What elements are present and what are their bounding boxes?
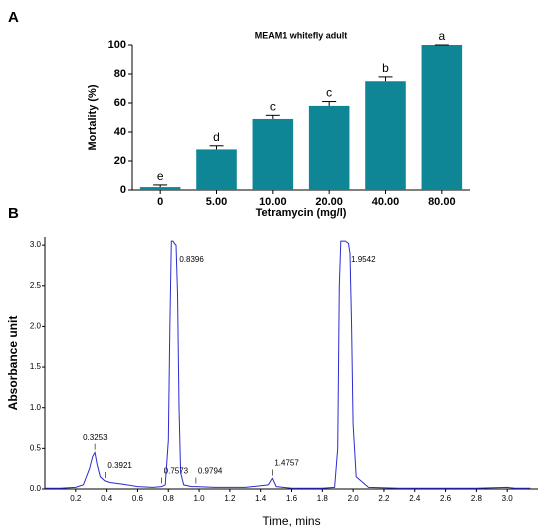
significance-letter: e — [157, 169, 164, 183]
x-tick-label: 2.0 — [348, 494, 360, 503]
peak-label: 0.8396 — [179, 255, 204, 264]
x-tick-label: 40.00 — [372, 196, 400, 208]
bar — [308, 105, 350, 190]
peak-label: 0.7573 — [164, 467, 189, 476]
y-tick-label: 80 — [114, 68, 126, 80]
x-tick-label: 1.6 — [286, 494, 298, 503]
bar — [421, 45, 463, 190]
x-tick-label: 5.00 — [206, 196, 227, 208]
y-tick-label: 0.5 — [30, 443, 42, 452]
x-tick-label: 0.8 — [163, 494, 175, 503]
bar — [196, 149, 237, 190]
bar — [365, 81, 406, 190]
x-tick-label: 3.0 — [502, 494, 514, 503]
bar — [252, 118, 294, 190]
significance-letter: c — [270, 99, 276, 113]
x-axis-label: Time, mins — [262, 514, 320, 528]
y-axis-label: Absorbance unit — [6, 316, 20, 411]
y-axis-label: Mortality (%) — [87, 84, 99, 150]
panel-b: B 0.0 0.5 1.0 1.5 2.0 2.5 3.0 0.2 0.4 0.6 0.8 1.0 1.2… — [6, 205, 538, 528]
x-tick-label: 2.4 — [409, 494, 421, 503]
y-tick-label: 20 — [114, 155, 126, 167]
x-tick-label: 0.2 — [70, 494, 82, 503]
x-tick-label: 80.00 — [428, 196, 456, 208]
y-tick-label: 2.5 — [30, 281, 42, 290]
y-tick-label: 1.0 — [30, 403, 42, 412]
y-tick-label: 100 — [108, 39, 126, 51]
y-tick-label: 0 — [120, 184, 126, 196]
x-tick-label: 10.00 — [259, 196, 287, 208]
chromatogram-line — [45, 240, 531, 489]
x-tick-label: 0.6 — [132, 494, 144, 503]
panel-label: A — [8, 9, 19, 26]
y-tick-label: 0.0 — [30, 484, 42, 493]
bar — [139, 187, 181, 190]
x-axis-label: Tetramycin (mg/l) — [256, 207, 347, 219]
peak-label: 1.4757 — [274, 459, 299, 468]
x-tick-label: 0.4 — [101, 494, 113, 503]
significance-letter: b — [382, 61, 389, 75]
x-tick-label: 1.2 — [224, 494, 236, 503]
x-tick-label: 2.2 — [378, 494, 390, 503]
y-tick-label: 3.0 — [30, 240, 42, 249]
chart-title: MEAM1 whitefly adult — [255, 30, 348, 40]
y-tick-label: 1.5 — [30, 362, 42, 371]
significance-letter: c — [326, 86, 332, 100]
y-tick-label: 2.0 — [30, 322, 42, 331]
peak-label: 1.9542 — [351, 255, 376, 264]
panel-label: B — [8, 205, 19, 222]
x-tick-label: 2.8 — [471, 494, 483, 503]
x-tick-label: 20.00 — [315, 196, 343, 208]
significance-letter: a — [438, 29, 445, 43]
y-tick-label: 60 — [114, 97, 126, 109]
x-tick-label: 1.0 — [194, 494, 206, 503]
x-tick-label: 1.4 — [255, 494, 267, 503]
peak-label: 0.3921 — [107, 461, 132, 470]
panel-a: A MEAM1 whitefly adult 0 20 40 60 80 100 e 0 d 5.00… — [8, 9, 470, 219]
peak-label: 0.3253 — [83, 433, 108, 442]
peak-label: 0.9794 — [198, 467, 223, 476]
x-tick-label: 2.6 — [440, 494, 452, 503]
significance-letter: d — [213, 130, 220, 144]
y-tick-label: 40 — [114, 126, 126, 138]
x-tick-label: 0 — [157, 196, 163, 208]
x-tick-label: 1.8 — [317, 494, 329, 503]
